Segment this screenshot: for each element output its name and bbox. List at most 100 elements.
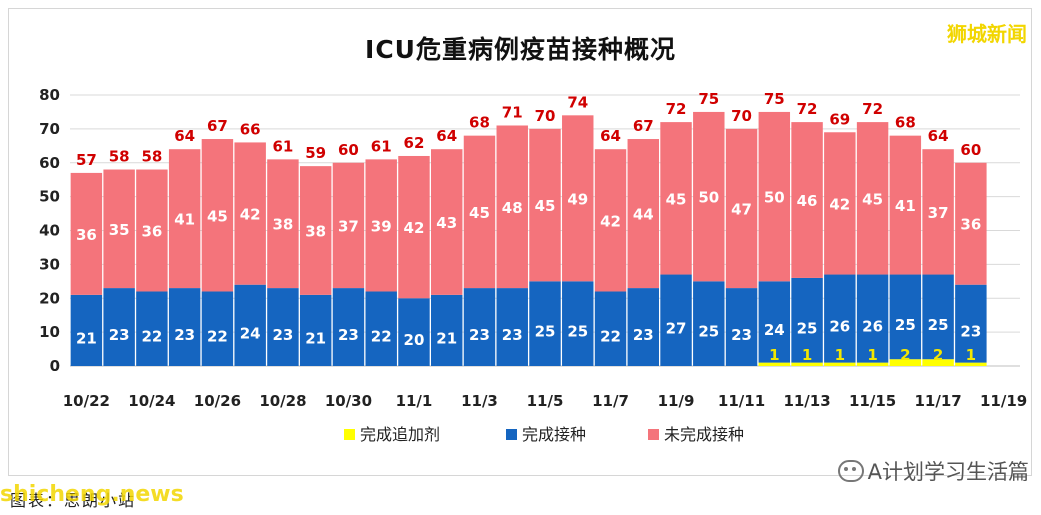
data-label-completed: 25 <box>928 316 949 334</box>
bar-completed <box>431 294 463 366</box>
y-tick-label: 30 <box>39 255 60 273</box>
data-label-total: 60 <box>338 141 359 159</box>
data-label-total: 67 <box>633 117 654 135</box>
data-label-total: 72 <box>666 100 687 118</box>
legend-swatch <box>648 429 659 440</box>
data-label-not-completed: 38 <box>272 216 293 234</box>
data-label-completed: 23 <box>731 326 752 344</box>
x-tick-label: 10/28 <box>259 392 306 410</box>
bar-not-completed <box>594 149 627 292</box>
data-label-completed: 23 <box>960 323 981 341</box>
data-label-not-completed: 42 <box>240 206 261 224</box>
data-label-completed: 22 <box>207 328 228 346</box>
bar-not-completed <box>529 128 561 282</box>
bar-completed <box>201 291 234 366</box>
bar-not-completed <box>725 128 758 289</box>
data-label-not-completed: 45 <box>535 197 556 215</box>
data-label-boosted: 1 <box>835 346 845 364</box>
data-label-not-completed: 41 <box>895 197 916 215</box>
data-label-boosted: 2 <box>933 346 943 364</box>
data-label-total: 64 <box>928 127 949 145</box>
data-label-completed: 23 <box>469 326 490 344</box>
bar-completed <box>693 281 725 366</box>
bar-boosted <box>856 362 889 366</box>
chart-title: ICU危重病例疫苗接种概况 <box>365 35 676 64</box>
data-label-boosted: 1 <box>867 346 877 364</box>
x-tick-label: 11/1 <box>396 392 433 410</box>
data-label-not-completed: 47 <box>731 200 752 218</box>
data-label-completed: 25 <box>535 323 556 341</box>
bar-completed <box>496 288 528 366</box>
data-label-completed: 23 <box>338 326 359 344</box>
data-label-total: 72 <box>797 100 818 118</box>
data-label-total: 61 <box>272 137 293 155</box>
data-label-completed: 22 <box>141 328 162 346</box>
bar-not-completed <box>693 111 725 282</box>
data-label-not-completed: 44 <box>633 206 654 224</box>
bar-not-completed <box>889 135 922 275</box>
x-tick-label: 11/13 <box>783 392 830 410</box>
x-tick-label: 11/19 <box>980 392 1027 410</box>
y-tick-label: 70 <box>39 120 60 138</box>
data-label-not-completed: 48 <box>502 199 523 217</box>
data-label-completed: 25 <box>567 323 588 341</box>
data-label-completed: 25 <box>698 323 719 341</box>
x-tick-label: 11/3 <box>461 392 498 410</box>
bar-not-completed <box>332 162 365 289</box>
y-tick-label: 10 <box>39 323 60 341</box>
y-tick-label: 0 <box>50 357 60 375</box>
bar-boosted <box>922 359 954 366</box>
bar-completed <box>267 288 299 366</box>
data-label-completed: 23 <box>174 326 195 344</box>
data-label-completed: 25 <box>895 316 916 334</box>
data-label-completed: 24 <box>240 324 261 342</box>
bar-boosted <box>824 362 856 366</box>
data-label-total: 70 <box>535 107 556 125</box>
data-label-not-completed: 42 <box>829 195 850 213</box>
data-label-completed: 27 <box>666 319 687 337</box>
data-label-not-completed: 42 <box>600 212 621 230</box>
data-label-completed: 26 <box>829 318 850 336</box>
data-label-total: 75 <box>764 90 785 108</box>
data-label-total: 68 <box>469 114 490 132</box>
data-label-completed: 23 <box>633 326 654 344</box>
bar-completed <box>562 281 594 366</box>
data-label-not-completed: 37 <box>338 217 359 235</box>
data-label-total: 58 <box>141 148 162 166</box>
bar-not-completed <box>562 115 594 282</box>
data-label-boosted: 2 <box>900 346 910 364</box>
data-label-completed: 21 <box>305 329 326 347</box>
bar-not-completed <box>955 162 987 285</box>
data-label-not-completed: 41 <box>174 211 195 229</box>
bar-boosted <box>955 362 987 366</box>
x-tick-label: 11/17 <box>914 392 961 410</box>
data-label-total: 62 <box>404 134 425 152</box>
data-label-not-completed: 50 <box>764 189 785 207</box>
bar-completed <box>332 288 365 366</box>
data-label-not-completed: 36 <box>141 223 162 241</box>
data-label-completed: 25 <box>797 319 818 337</box>
data-label-total: 70 <box>731 107 752 125</box>
data-label-not-completed: 50 <box>698 189 719 207</box>
bar-completed <box>856 274 889 363</box>
data-label-total: 57 <box>76 151 97 169</box>
bar-completed <box>922 274 954 360</box>
bar-completed <box>529 281 561 366</box>
data-label-total: 68 <box>895 114 916 132</box>
data-label-total: 72 <box>862 100 883 118</box>
data-label-not-completed: 39 <box>371 217 392 235</box>
bar-completed <box>103 288 135 366</box>
x-tick-label: 10/22 <box>63 392 110 410</box>
data-label-total: 64 <box>436 127 457 145</box>
legend-swatch <box>344 429 355 440</box>
bar-not-completed <box>758 111 791 282</box>
x-tick-label: 10/30 <box>325 392 372 410</box>
legend-swatch <box>506 429 517 440</box>
data-label-not-completed: 45 <box>207 207 228 225</box>
bar-not-completed <box>201 139 234 292</box>
bar-not-completed <box>496 125 528 289</box>
bar-completed <box>365 291 397 366</box>
bar-not-completed <box>168 149 201 289</box>
data-label-not-completed: 46 <box>797 192 818 210</box>
bar-not-completed <box>922 149 954 275</box>
